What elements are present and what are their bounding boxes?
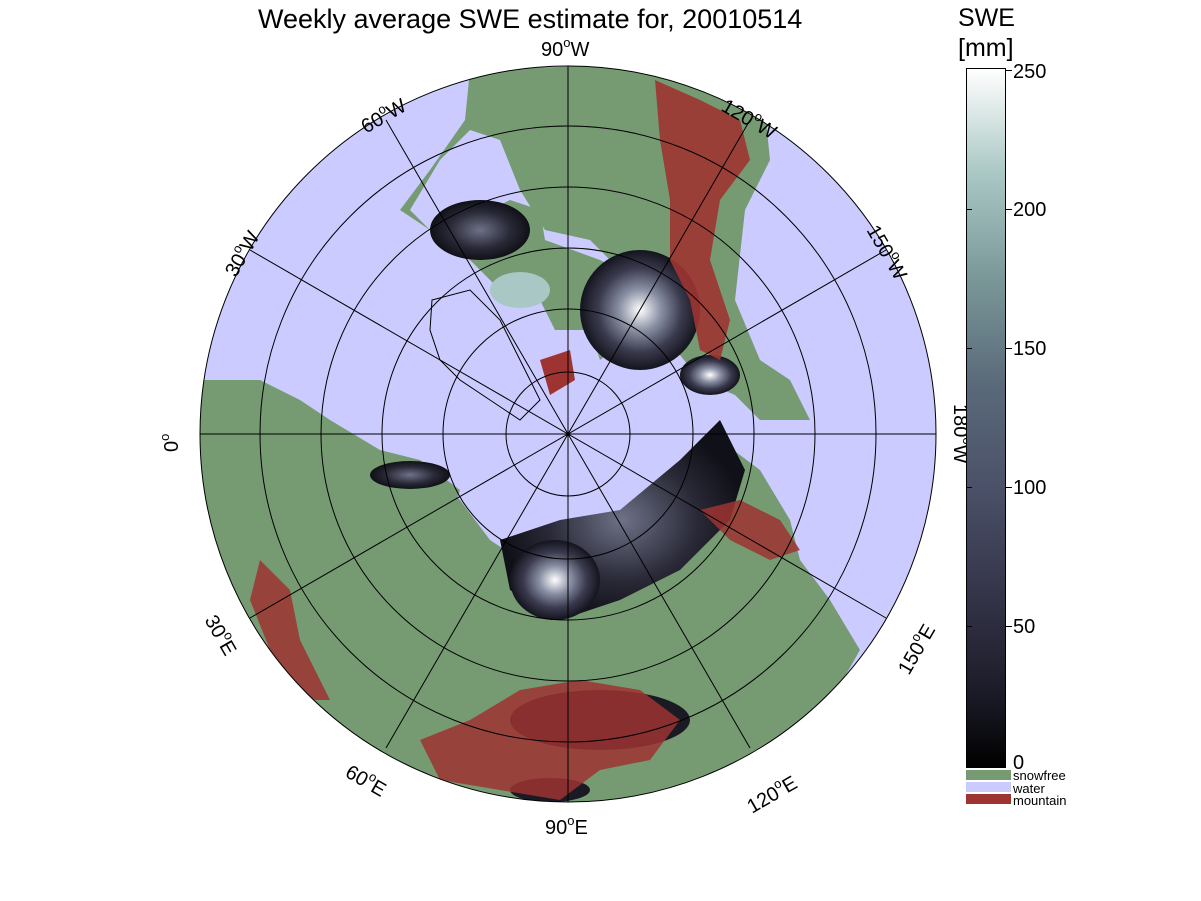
legend-swatch-snowfree xyxy=(966,770,1011,780)
lon-label-90e: 90oE xyxy=(545,813,588,839)
colorbar-tick-label: 150 xyxy=(1013,338,1047,360)
colorbar-tick xyxy=(966,487,972,488)
swe-colorbar xyxy=(966,68,1006,768)
colorbar-tick-label: 100 xyxy=(1013,477,1047,499)
colorbar-tick xyxy=(1006,348,1012,349)
map-title: Weekly average SWE estimate for, 2001051… xyxy=(258,4,803,34)
legend-label-mountain: mountain xyxy=(1013,793,1067,808)
colorbar-tick-label: 50 xyxy=(1013,616,1036,638)
colorbar-tick-label: 200 xyxy=(1013,199,1047,221)
colorbar-tick xyxy=(966,209,972,210)
graticule xyxy=(199,65,937,803)
colorbar-title: SWE xyxy=(958,4,1015,32)
colorbar-tick xyxy=(1006,209,1012,210)
lon-label-90w: 90oW xyxy=(541,35,590,61)
snow-alaska xyxy=(680,355,740,395)
colorbar-tick-label: 0 xyxy=(1013,752,1025,774)
colorbar-tick xyxy=(1006,487,1012,488)
legend-swatch-mountain xyxy=(966,794,1011,804)
mountain-east-siberia xyxy=(700,500,800,560)
greenland-outline xyxy=(429,289,541,421)
snow-scandinavia xyxy=(370,461,450,489)
snow-arctic-islands xyxy=(490,272,550,308)
colorbar-tick xyxy=(1006,626,1012,627)
colorbar-tick-label: 250 xyxy=(1013,61,1047,83)
mountain-central-asia xyxy=(420,680,680,800)
colorbar-tick xyxy=(966,348,972,349)
mountain-europe xyxy=(250,560,330,700)
mountain-rockies xyxy=(655,80,750,360)
snow-canada xyxy=(430,200,530,260)
legend-label-snowfree: snowfree xyxy=(1013,768,1066,783)
lon-label-0: 0o xyxy=(157,433,183,452)
colorbar-tick xyxy=(966,626,972,627)
colorbar-tick xyxy=(1006,70,1012,71)
legend-swatch-water xyxy=(966,782,1011,792)
colorbar-unit: [mm] xyxy=(958,34,1014,62)
snow-siberia-peak xyxy=(510,540,600,620)
legend-label-water: water xyxy=(1013,781,1045,796)
